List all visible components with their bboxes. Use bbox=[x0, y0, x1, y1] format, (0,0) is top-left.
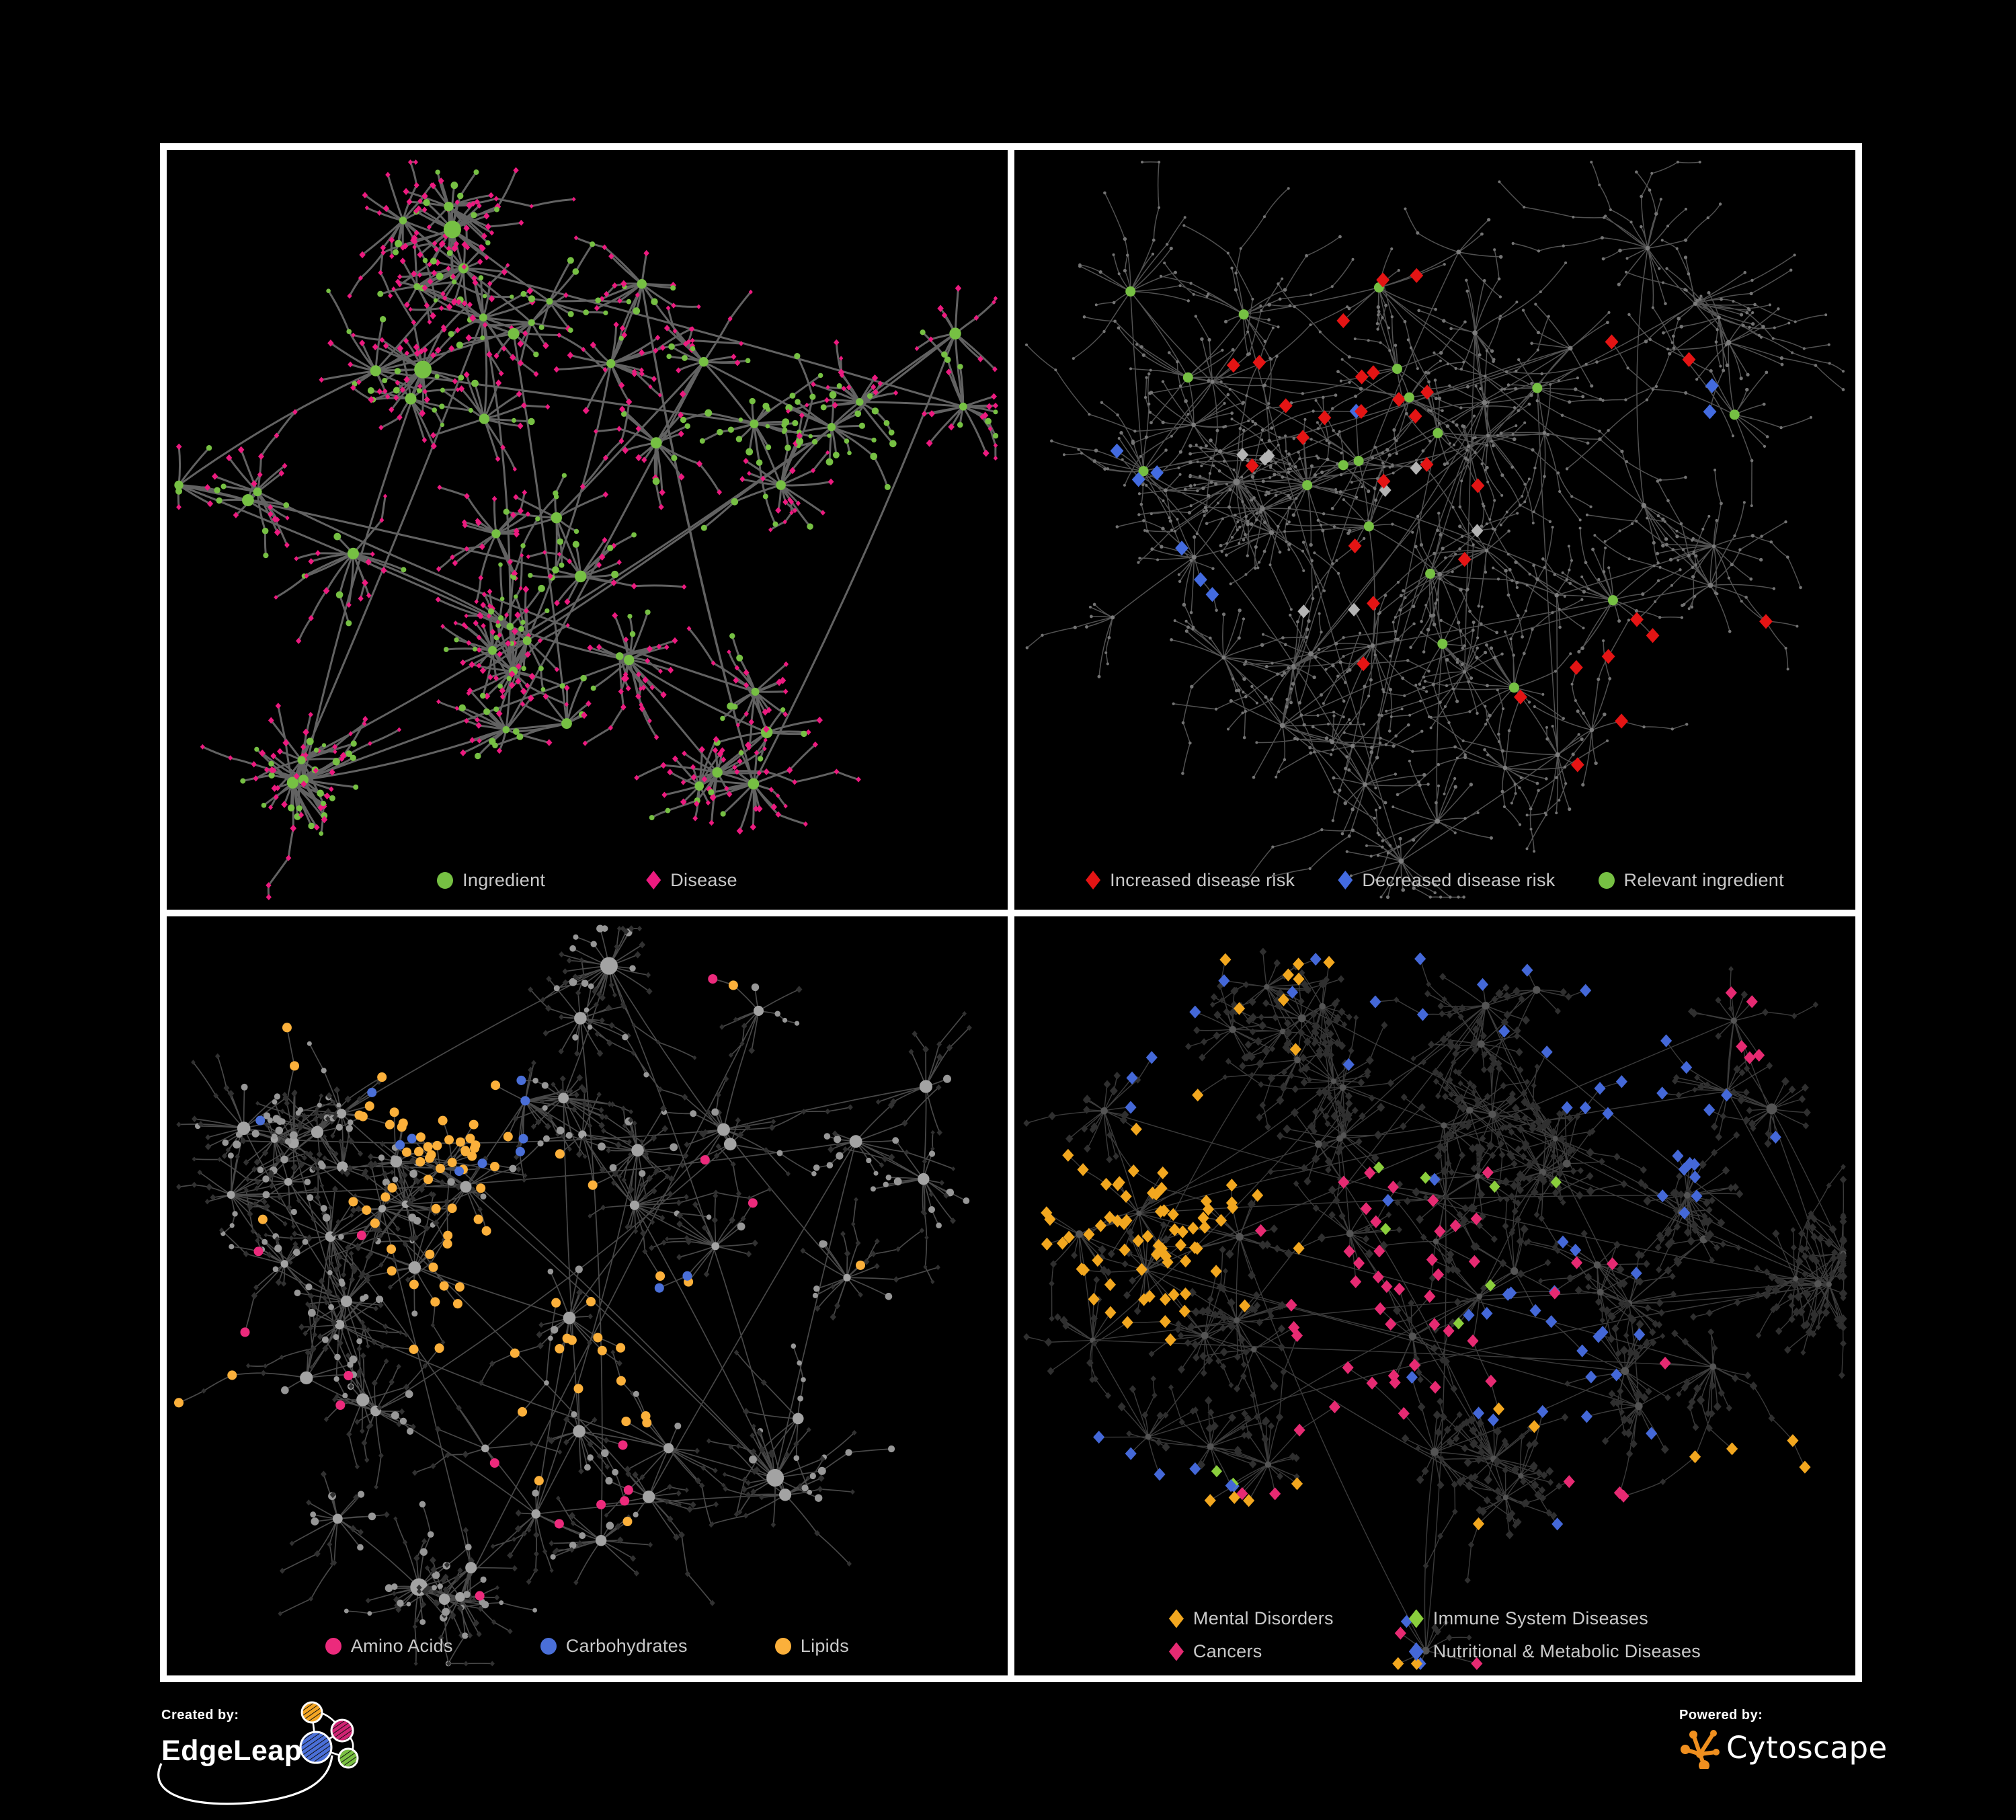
legend-item-nutritional-metabolic-diseases: Nutritional & Metabolic Diseases bbox=[1408, 1641, 1701, 1662]
cytoscape-network-icon bbox=[1681, 1730, 1720, 1769]
edgeleap-logo: EdgeLeap bbox=[157, 1701, 363, 1805]
panel-ingredient-disease: Ingredient Disease bbox=[163, 147, 1011, 913]
powered-by-credit: Powered by: Cytosc bbox=[1679, 1708, 1888, 1769]
powered-by-label: Powered by: bbox=[1679, 1708, 1763, 1723]
edgeleap-wordmark: EdgeLeap bbox=[161, 1734, 303, 1767]
legend-nutrient-classes: Amino Acids Carbohydrates Lipids bbox=[167, 1636, 1008, 1657]
legend-item-amino-acids: Amino Acids bbox=[325, 1636, 453, 1657]
legend-label: Relevant ingredient bbox=[1623, 869, 1784, 890]
cytoscape-wordmark: Cytoscape bbox=[1726, 1729, 1888, 1766]
network-disease-categories bbox=[1023, 947, 1848, 1670]
legend-item-increased-disease-risk: Increased disease risk bbox=[1086, 870, 1295, 891]
legend-label: Carbohydrates bbox=[565, 1636, 688, 1656]
legend-disease-risk: Increased disease risk Decreased disease … bbox=[1014, 870, 1855, 891]
legend-label: Immune System Diseases bbox=[1433, 1608, 1648, 1628]
legend-label: Decreased disease risk bbox=[1362, 869, 1556, 890]
legend-disease-categories: Mental Disorders Immune System Diseases Ca… bbox=[1014, 1608, 1855, 1662]
legend-item-ingredient: Ingredient bbox=[437, 870, 545, 891]
legend-label: Cancers bbox=[1193, 1641, 1262, 1661]
legend-item-immune-system-diseases: Immune System Diseases bbox=[1408, 1608, 1701, 1629]
legend-item-carbohydrates: Carbohydrates bbox=[540, 1636, 688, 1657]
legend-label: Mental Disorders bbox=[1193, 1608, 1334, 1628]
panel-disease-risk: Increased disease risk Decreased disease … bbox=[1011, 147, 1859, 913]
diamond-marker-icon bbox=[1408, 1642, 1424, 1661]
edgeleap-network-icon bbox=[299, 1701, 358, 1769]
legend-label: Disease bbox=[670, 869, 737, 890]
legend-item-lipids: Lipids bbox=[774, 1636, 850, 1657]
network-ingredient-disease bbox=[174, 159, 999, 900]
diamond-marker-icon bbox=[1408, 1609, 1424, 1628]
legend-label: Increased disease risk bbox=[1110, 869, 1295, 890]
legend-item-relevant-ingredient: Relevant ingredient bbox=[1598, 869, 1784, 891]
circle-marker-icon bbox=[1598, 871, 1615, 889]
circle-marker-icon bbox=[437, 871, 454, 889]
diamond-marker-icon bbox=[1086, 871, 1101, 889]
network-disease-risk bbox=[1025, 161, 1845, 899]
diamond-marker-icon bbox=[1338, 871, 1353, 889]
panel-disease-categories: Mental Disorders Immune System Diseases Ca… bbox=[1011, 912, 1859, 1679]
legend-label: Nutritional & Metabolic Diseases bbox=[1433, 1641, 1701, 1661]
network-nutrient-classes bbox=[174, 924, 972, 1666]
panel-grid: Ingredient Disease Increased disease risk… bbox=[160, 143, 1862, 1682]
legend-ingredient-disease: Ingredient Disease bbox=[167, 870, 1008, 891]
diamond-marker-icon bbox=[1168, 1642, 1184, 1661]
cytoscape-logo: Cytoscape bbox=[1679, 1726, 1888, 1769]
legend-item-disease: Disease bbox=[646, 870, 737, 891]
created-by-label: Created by: bbox=[161, 1708, 239, 1723]
legend-item-decreased-disease-risk: Decreased disease risk bbox=[1338, 870, 1555, 891]
legend-item-cancers: Cancers bbox=[1168, 1641, 1334, 1662]
legend-label: Ingredient bbox=[462, 869, 546, 890]
legend-item-mental-disorders: Mental Disorders bbox=[1168, 1608, 1334, 1629]
legend-label: Amino Acids bbox=[350, 1636, 453, 1656]
panel-nutrient-classes: Amino Acids Carbohydrates Lipids bbox=[163, 912, 1011, 1679]
circle-marker-icon bbox=[325, 1638, 341, 1655]
created-by-credit: Created by: EdgeLeap bbox=[157, 1701, 363, 1805]
diamond-marker-icon bbox=[1168, 1609, 1184, 1628]
diamond-marker-icon bbox=[646, 871, 661, 889]
circle-marker-icon bbox=[774, 1638, 791, 1655]
circle-marker-icon bbox=[540, 1638, 557, 1655]
legend-label: Lipids bbox=[800, 1636, 850, 1656]
